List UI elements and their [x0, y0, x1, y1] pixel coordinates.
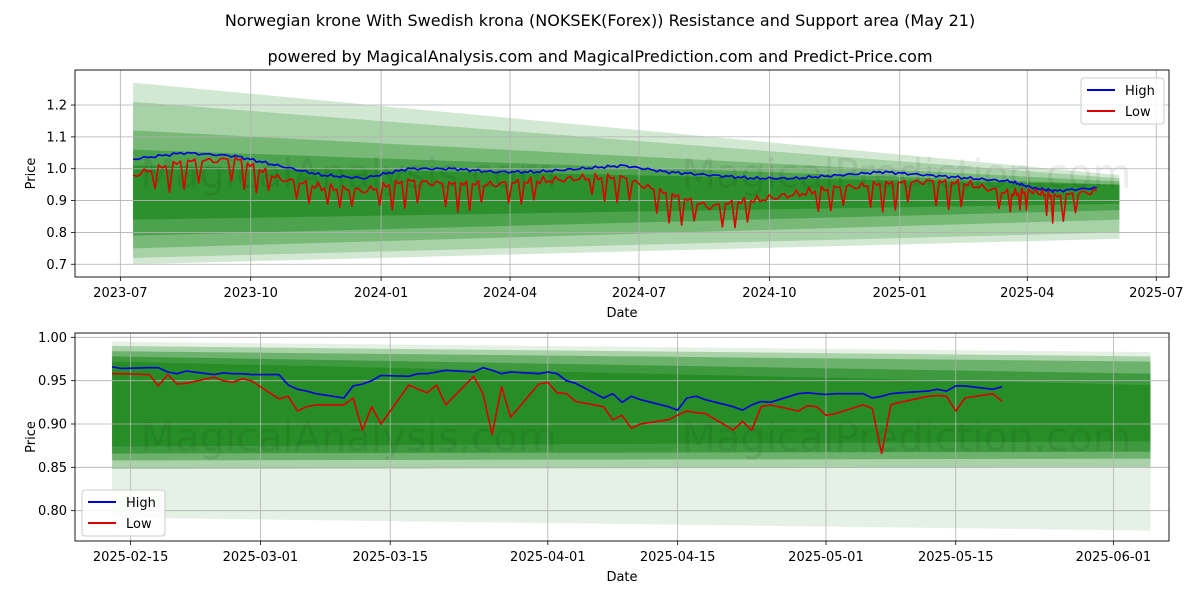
legend-label-high: High	[1125, 84, 1155, 99]
y-tick-label: 1.0	[46, 162, 67, 177]
support-resistance-band	[112, 361, 1151, 447]
y-axis-label: Price	[24, 158, 39, 190]
x-tick-label: 2023-07	[93, 286, 147, 301]
legend-label-high: High	[126, 496, 156, 511]
x-tick-label: 2025-01	[873, 286, 927, 301]
series-line-high	[133, 151, 1097, 194]
axes-frame	[74, 69, 1170, 278]
plot-area: MagicalAnalysis.com MagicalPrediction.com	[75, 70, 1169, 277]
legend-label-low: Low	[126, 517, 152, 532]
legend-label-low: Low	[1125, 105, 1151, 120]
x-tick-label: 2024-04	[483, 286, 537, 301]
x-tick-label: 2024-07	[612, 286, 666, 301]
x-tick-label: 2025-04-15	[640, 550, 716, 565]
x-axis-label: Date	[606, 570, 637, 585]
y-tick-label: 0.9	[46, 194, 67, 209]
y-tick-label: 1.2	[46, 99, 67, 114]
x-tick-label: 2024-10	[742, 286, 796, 301]
y-axis-label: Price	[24, 421, 39, 453]
series-line-high	[111, 366, 1003, 411]
bottom-chart-panel: MagicalAnalysis.com MagicalPrediction.com…	[24, 331, 1170, 585]
x-tick-label: 2025-05-01	[788, 550, 864, 565]
y-tick-label: 0.85	[38, 461, 67, 476]
y-tick-label: 0.90	[38, 418, 67, 433]
axes-frame	[74, 332, 1170, 542]
chart-title: Norwegian krone With Swedish krona (NOKS…	[225, 11, 975, 30]
chart-subtitle: powered by MagicalAnalysis.com and Magic…	[267, 47, 932, 66]
x-tick-label: 2024-01	[354, 286, 408, 301]
x-tick-label: 2025-05-15	[918, 550, 994, 565]
x-tick-label: 2025-02-15	[93, 550, 169, 565]
x-tick-label: 2025-07	[1129, 286, 1183, 301]
x-tick-label: 2025-03-15	[352, 550, 428, 565]
x-tick-label: 2025-04-01	[510, 550, 586, 565]
y-tick-label: 0.95	[38, 374, 67, 389]
x-tick-label: 2023-10	[224, 286, 278, 301]
legend: High Low	[1080, 77, 1165, 125]
top-chart-panel: MagicalAnalysis.com MagicalPrediction.com…	[24, 69, 1183, 321]
y-tick-label: 0.80	[38, 504, 67, 519]
watermark-text: MagicalAnalysis.com	[140, 415, 556, 461]
x-tick-label: 2025-03-01	[223, 550, 299, 565]
y-tick-label: 0.7	[46, 258, 67, 273]
plot-area: MagicalAnalysis.com MagicalPrediction.com	[75, 333, 1169, 541]
support-resistance-band	[133, 165, 1120, 220]
watermark-text: MagicalPrediction.com	[681, 415, 1131, 461]
x-axis-label: Date	[606, 306, 637, 321]
y-tick-label: 0.8	[46, 226, 67, 241]
y-tick-label: 1.1	[46, 130, 67, 145]
series-line-low	[112, 372, 1003, 455]
y-tick-label: 1.00	[38, 331, 67, 346]
series-line-low	[132, 156, 1098, 229]
x-tick-label: 2025-06-01	[1076, 550, 1152, 565]
legend: High Low	[81, 489, 166, 537]
x-tick-label: 2025-04	[1000, 286, 1054, 301]
